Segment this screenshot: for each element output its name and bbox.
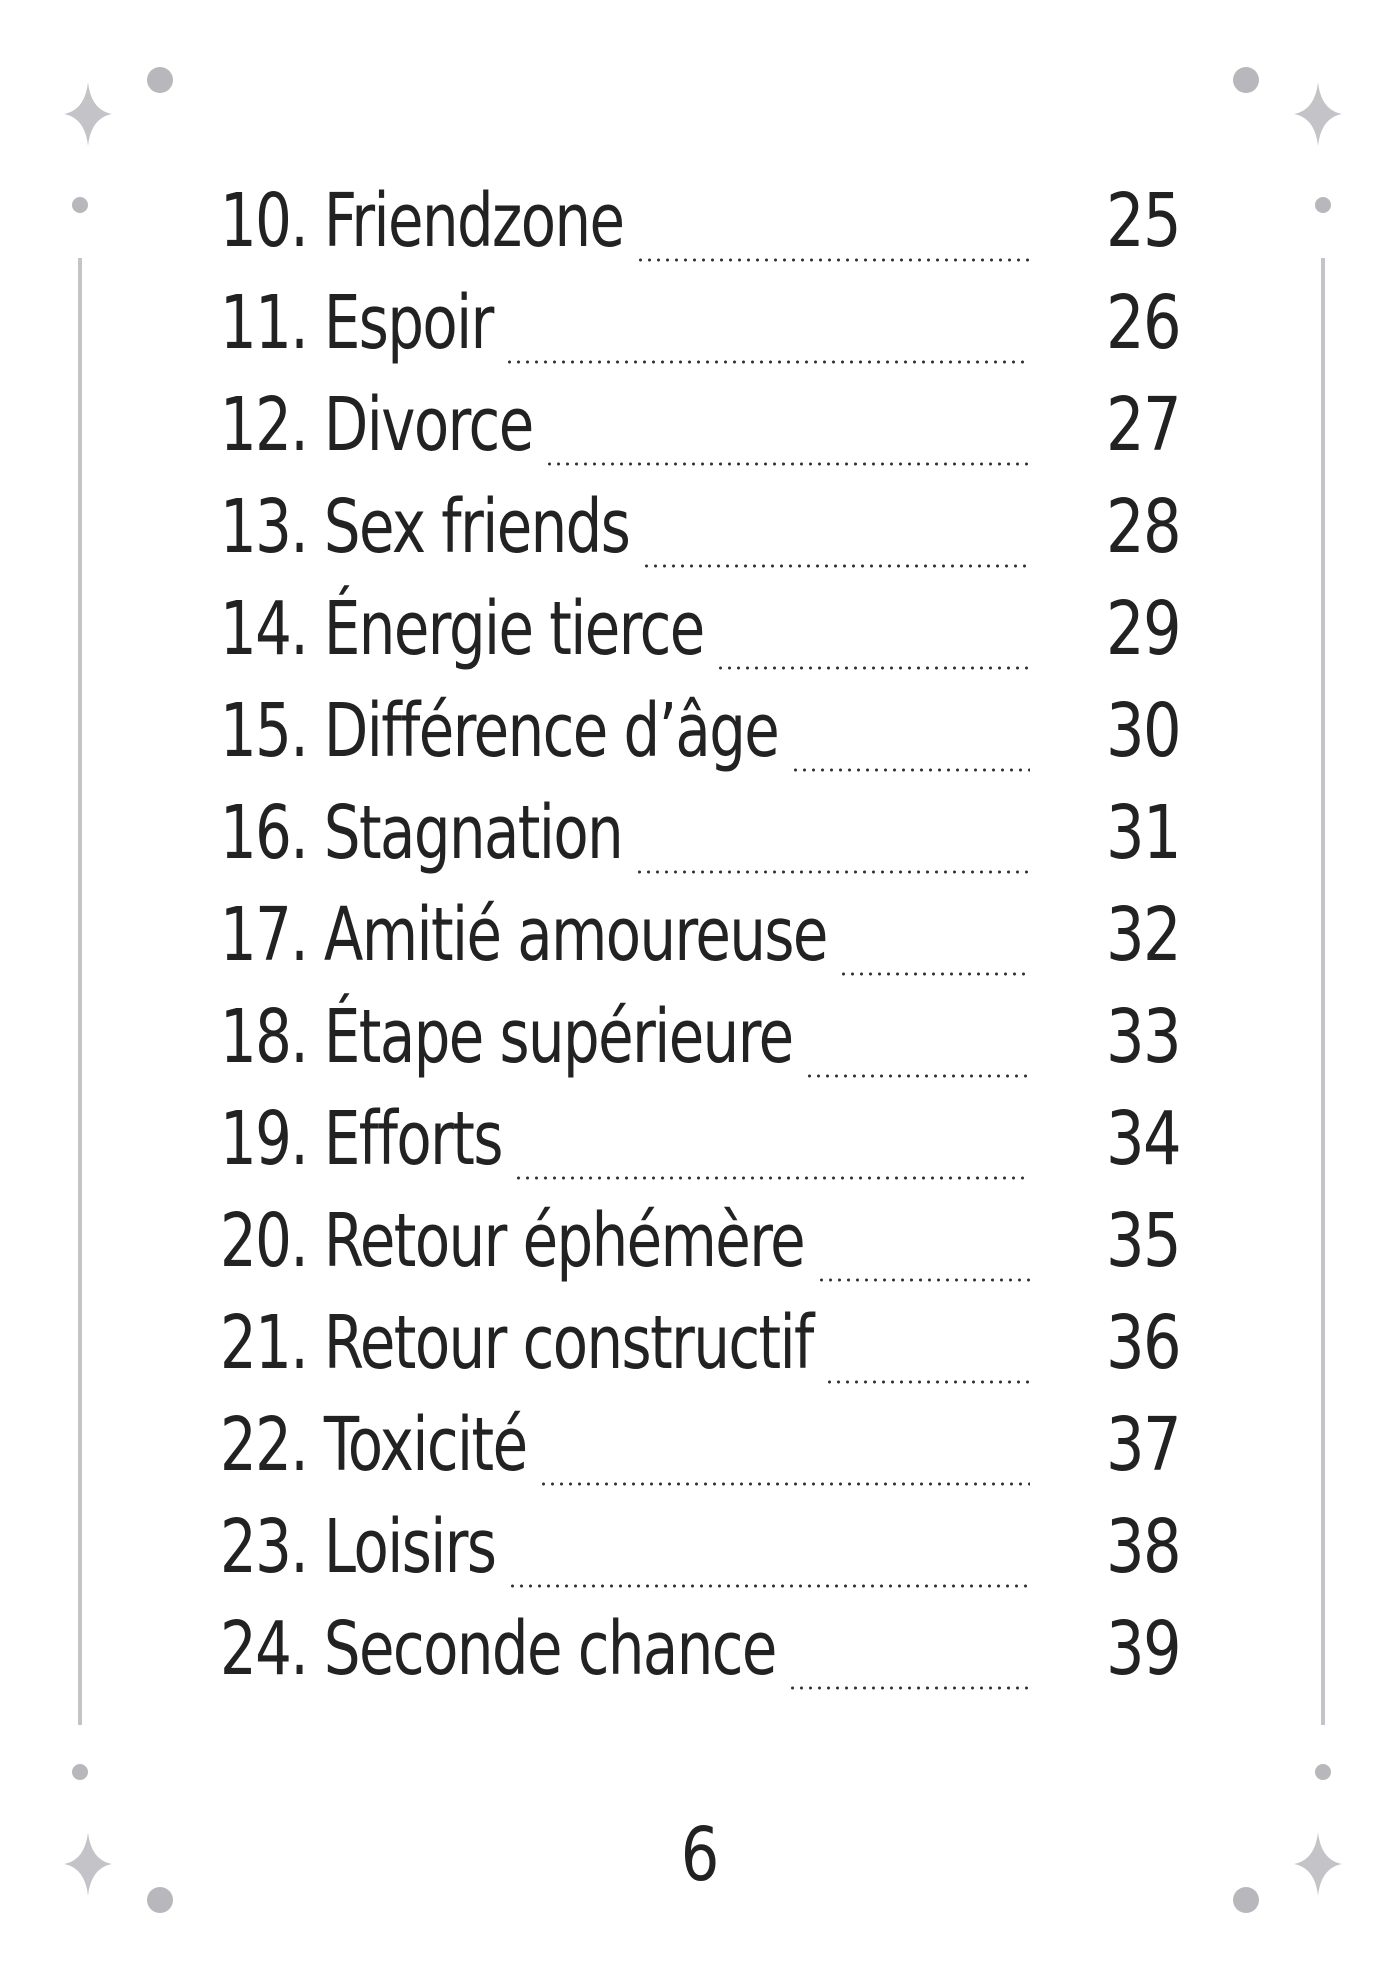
- toc-entry[interactable]: 22. Toxicité 37: [220, 1394, 1182, 1496]
- toc-entry-page: 26: [1106, 280, 1182, 366]
- toc-entry[interactable]: 24. Seconde chance 39: [220, 1598, 1182, 1700]
- dot-leader: [817, 1278, 1030, 1282]
- toc-entry-leader: 11. Espoir: [220, 272, 1030, 374]
- toc-entry-page: 36: [1106, 1300, 1182, 1386]
- dot-leader: [505, 360, 1030, 364]
- toc-entry-leader: 18. Étape supérieure: [220, 986, 1030, 1088]
- toc-entry-page: 30: [1106, 688, 1182, 774]
- toc-entry[interactable]: 14. Énergie tierce 29: [220, 578, 1182, 680]
- dot-leader: [788, 1686, 1030, 1690]
- toc-entry-leader: 20. Retour éphémère: [220, 1190, 1030, 1292]
- toc-entry[interactable]: 21. Retour constructif 36: [220, 1292, 1182, 1394]
- dot-icon: [147, 1887, 173, 1913]
- toc-entry-leader: 16. Stagnation: [220, 782, 1030, 884]
- dot-leader: [545, 462, 1030, 466]
- toc-entry-title: 22. Toxicité: [220, 1402, 528, 1488]
- toc-entry[interactable]: 15. Différence d’âge 30: [220, 680, 1182, 782]
- toc-entry-page: 29: [1106, 586, 1182, 672]
- toc-entry[interactable]: 13. Sex friends 28: [220, 476, 1182, 578]
- toc-entry-leader: 19. Efforts: [220, 1088, 1030, 1190]
- dot-leader: [839, 972, 1030, 976]
- toc-entry[interactable]: 20. Retour éphémère 35: [220, 1190, 1182, 1292]
- dot-leader: [825, 1380, 1030, 1384]
- toc-entry-page: 28: [1106, 484, 1182, 570]
- toc-entry-leader: 14. Énergie tierce: [220, 578, 1030, 680]
- toc-entry[interactable]: 23. Loisirs 38: [220, 1496, 1182, 1598]
- toc-entry-title: 10. Friendzone: [220, 178, 625, 264]
- toc-entry[interactable]: 11. Espoir 26: [220, 272, 1182, 374]
- toc-entry[interactable]: 12. Divorce 27: [220, 374, 1182, 476]
- toc-entry-leader: 23. Loisirs: [220, 1496, 1030, 1598]
- toc-entry[interactable]: 18. Étape supérieure 33: [220, 986, 1182, 1088]
- toc-entry-page: 33: [1106, 994, 1182, 1080]
- toc-entry-leader: 22. Toxicité: [220, 1394, 1030, 1496]
- toc-entry-leader: 10. Friendzone: [220, 170, 1030, 272]
- toc-entry-title: 18. Étape supérieure: [220, 994, 794, 1080]
- toc-entry-page: 31: [1106, 790, 1182, 876]
- toc-entry[interactable]: 10. Friendzone 25: [220, 170, 1182, 272]
- toc-entry-leader: 15. Différence d’âge: [220, 680, 1030, 782]
- toc-entry-page: 35: [1106, 1198, 1182, 1284]
- toc-entry-page: 37: [1106, 1402, 1182, 1488]
- toc-entry[interactable]: 16. Stagnation 31: [220, 782, 1182, 884]
- dot-icon: [1233, 67, 1259, 93]
- toc-entry-title: 20. Retour éphémère: [220, 1198, 806, 1284]
- sparkle-icon: [64, 1832, 112, 1896]
- page-number: 6: [680, 1812, 720, 1898]
- toc-entry-title: 23. Loisirs: [220, 1504, 497, 1590]
- toc-entry-title: 21. Retour constructif: [220, 1300, 814, 1386]
- toc-entry-title: 12. Divorce: [220, 382, 534, 468]
- dot-leader: [539, 1482, 1030, 1486]
- table-of-contents: 10. Friendzone 25 11. Espoir 26 12. Divo…: [220, 170, 1182, 1700]
- toc-entry[interactable]: 17. Amitié amoureuse 32: [220, 884, 1182, 986]
- sparkle-icon: [1294, 1832, 1342, 1896]
- toc-entry-title: 17. Amitié amoureuse: [220, 892, 828, 978]
- toc-entry-title: 13. Sex friends: [220, 484, 631, 570]
- toc-entry-leader: 13. Sex friends: [220, 476, 1030, 578]
- toc-entry-page: 25: [1106, 178, 1182, 264]
- dot-leader: [805, 1074, 1030, 1078]
- toc-entry-page: 38: [1106, 1504, 1182, 1590]
- toc-entry[interactable]: 19. Efforts 34: [220, 1088, 1182, 1190]
- toc-entry-title: 14. Énergie tierce: [220, 586, 705, 672]
- sparkle-icon: [64, 82, 112, 146]
- toc-entry-leader: 24. Seconde chance: [220, 1598, 1030, 1700]
- dot-leader: [635, 870, 1030, 874]
- toc-entry-page: 34: [1106, 1096, 1182, 1182]
- toc-entry-title: 19. Efforts: [220, 1096, 503, 1182]
- toc-entry-page: 32: [1106, 892, 1182, 978]
- toc-entry-leader: 21. Retour constructif: [220, 1292, 1030, 1394]
- dot-icon: [1315, 197, 1331, 213]
- dot-leader: [642, 564, 1030, 568]
- dot-leader: [508, 1584, 1030, 1588]
- dot-icon: [1233, 1887, 1259, 1913]
- toc-entry-title: 15. Différence d’âge: [220, 688, 780, 774]
- toc-entry-title: 16. Stagnation: [220, 790, 624, 876]
- toc-entry-leader: 17. Amitié amoureuse: [220, 884, 1030, 986]
- sparkle-icon: [1294, 82, 1342, 146]
- dot-icon: [147, 67, 173, 93]
- toc-entry-leader: 12. Divorce: [220, 374, 1030, 476]
- dot-leader: [636, 258, 1030, 262]
- toc-entry-title: 11. Espoir: [220, 280, 494, 366]
- dot-icon: [1315, 1764, 1331, 1780]
- toc-entry-page: 39: [1106, 1606, 1182, 1692]
- dot-leader: [791, 768, 1030, 772]
- dot-leader: [514, 1176, 1030, 1180]
- dot-icon: [72, 197, 88, 213]
- toc-entry-title: 24. Seconde chance: [220, 1606, 777, 1692]
- toc-entry-page: 27: [1106, 382, 1182, 468]
- dot-icon: [72, 1764, 88, 1780]
- dot-leader: [716, 666, 1030, 670]
